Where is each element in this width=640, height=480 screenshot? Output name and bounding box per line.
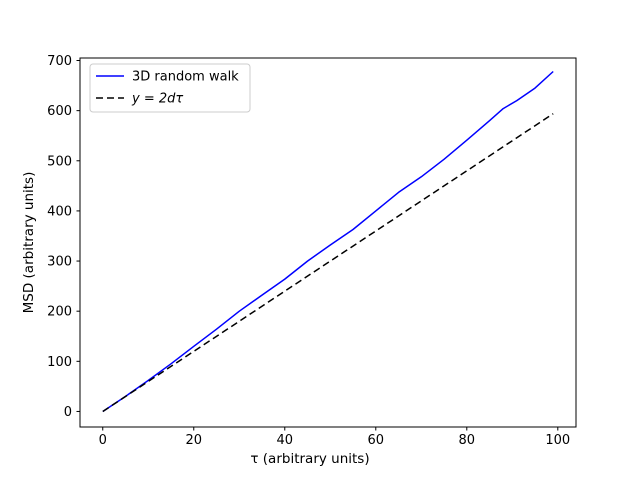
legend-label: 3D random walk (132, 70, 239, 85)
y-tick-label: 0 (64, 405, 72, 420)
x-tick-label: 80 (459, 433, 476, 448)
y-axis-label: MSD (arbitrary units) (21, 172, 37, 314)
x-tick-label: 20 (185, 433, 202, 448)
x-tick-label: 40 (276, 433, 293, 448)
random-walk-line (102, 70, 554, 413)
y-tick-label: 100 (47, 355, 72, 370)
y-tick-label: 600 (47, 104, 72, 119)
axes-spines (79, 57, 577, 428)
theory-line (102, 113, 554, 413)
legend-box (89, 63, 251, 113)
y-tick-label: 400 (47, 204, 72, 219)
y-tick-label: 500 (47, 154, 72, 169)
x-tick-label: 100 (545, 433, 570, 448)
y-tick-label: 300 (47, 255, 72, 270)
legend: 3D random walk y = 2dτ (89, 63, 251, 113)
y-tick-label: 700 (47, 54, 72, 69)
y-tick-label: 200 (47, 305, 72, 320)
x-tick-label: 60 (368, 433, 385, 448)
legend-label: y = 2dτ (131, 92, 183, 107)
x-tick-label: 0 (99, 433, 107, 448)
x-axis-label: τ (arbitrary units) (250, 451, 369, 467)
